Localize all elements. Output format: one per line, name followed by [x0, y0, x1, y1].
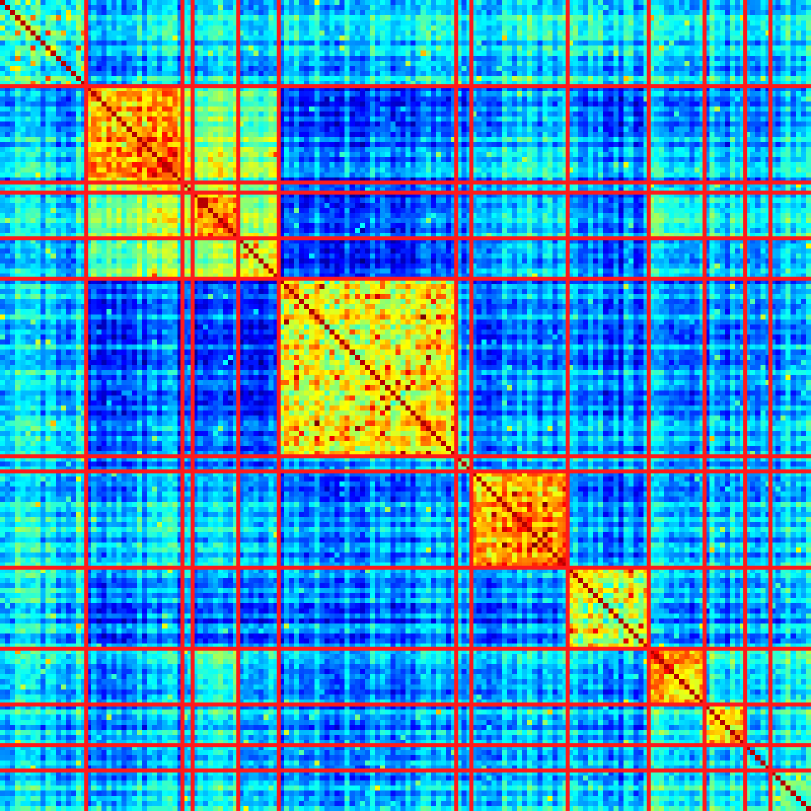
cluster-block-13	[770, 770, 811, 811]
cluster-block-6	[279, 279, 456, 456]
cluster-block-8	[471, 471, 567, 567]
cluster-block-12	[745, 745, 770, 770]
cluster-block-9	[568, 568, 649, 649]
cluster-block-1	[0, 0, 86, 86]
cluster-block-10	[649, 649, 705, 705]
cluster-block-4	[193, 193, 239, 239]
cluster-block-11	[705, 705, 746, 746]
cluster-block-5	[238, 238, 279, 279]
cluster-block-7	[456, 456, 471, 471]
cluster-block-2	[86, 86, 182, 182]
